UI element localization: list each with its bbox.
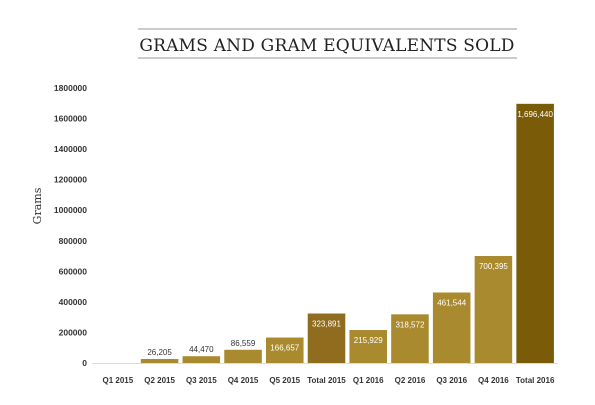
y-tick-label: 800000 — [59, 236, 88, 246]
data-label: 26,205 — [147, 348, 172, 357]
data-label: 215,929 — [354, 336, 383, 345]
data-label: 323,891 — [312, 320, 341, 329]
x-tick-label: Q4 2015 — [228, 376, 259, 385]
data-label: 461,544 — [437, 298, 466, 307]
chart-title: GRAMS AND GRAM EQUIVALENTS SOLD — [139, 36, 514, 56]
data-label: 700,395 — [479, 262, 508, 271]
y-tick-label: 200000 — [59, 327, 88, 337]
y-tick-label: 1600000 — [54, 114, 87, 124]
y-tick-label: 1800000 — [54, 83, 87, 93]
x-tick-label: Total 2015 — [307, 376, 346, 385]
data-label: 86,559 — [231, 339, 256, 348]
data-label: 318,572 — [395, 320, 424, 329]
x-tick-label: Total 2016 — [516, 376, 555, 385]
bar-q3-2015 — [182, 356, 221, 363]
data-label: 1,696,440 — [517, 110, 553, 119]
y-axis-label: Grams — [31, 187, 44, 224]
bar-q2-2015 — [140, 358, 179, 363]
bar-q4-2016 — [474, 255, 513, 363]
x-axis-ticks: Q1 2015 Q2 2015 Q3 2015 Q4 2015 Q5 2015 Total… — [103, 376, 555, 385]
y-tick-label: 0 — [82, 358, 87, 368]
x-tick-label: Q3 2016 — [436, 376, 467, 385]
y-tick-label: 1200000 — [54, 175, 87, 185]
x-tick-label: Q2 2015 — [144, 376, 175, 385]
x-tick-label: Q1 2015 — [103, 376, 134, 385]
bar-q1-2016 — [349, 330, 388, 363]
bar-q4-2015 — [224, 349, 262, 363]
bar-q3-2016 — [432, 292, 471, 363]
data-label: 44,470 — [189, 345, 214, 354]
y-tick-label: 1400000 — [54, 144, 87, 154]
data-label: 166,657 — [270, 344, 299, 353]
x-tick-label: Q5 2015 — [269, 376, 300, 385]
bars: 26,205 44,470 86,559 166,657 323,891 215,929 3… — [140, 103, 554, 364]
y-tick-label: 600000 — [59, 266, 88, 276]
y-tick-label: 400000 — [59, 297, 88, 307]
y-tick-label: 1000000 — [54, 205, 87, 215]
bar-total-2016 — [516, 103, 554, 364]
bar-q2-2016 — [391, 314, 429, 363]
bar-total-2015 — [307, 313, 346, 363]
x-tick-label: Q1 2016 — [353, 376, 384, 385]
x-tick-label: Q4 2016 — [478, 376, 509, 385]
x-tick-label: Q2 2016 — [395, 376, 426, 385]
bar-q5-2015 — [265, 337, 304, 363]
x-tick-label: Q3 2015 — [186, 376, 217, 385]
y-axis-ticks: 0 200000 400000 600000 800000 1000000 1200000 1… — [54, 83, 87, 368]
